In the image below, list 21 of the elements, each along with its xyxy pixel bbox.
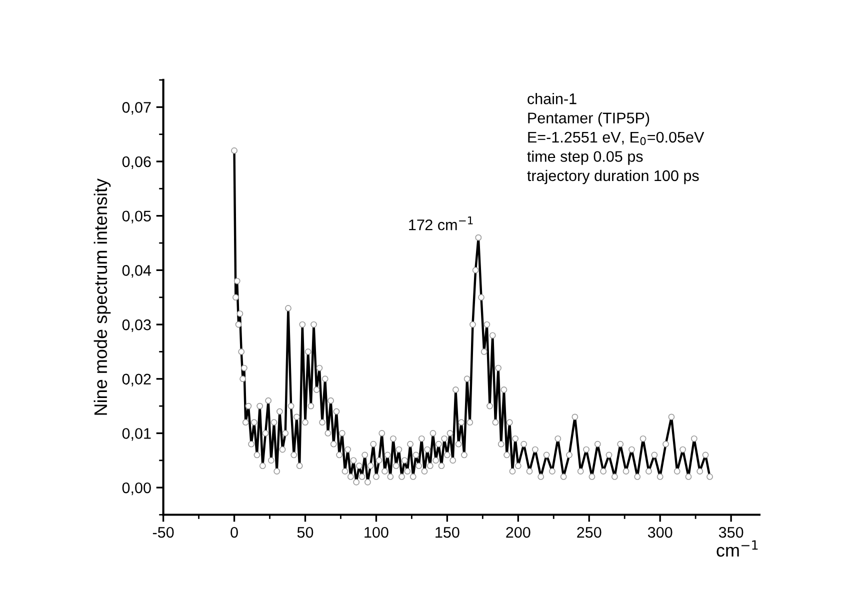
annotation: 172 cm$^{−1}$ — [409, 216, 473, 230]
x-tick-label: 300 — [648, 526, 672, 538]
y-tick-label: 0,00 — [122, 482, 151, 496]
y-tick-label: 0,05 — [122, 210, 151, 224]
y-tick-label: 0,06 — [122, 156, 151, 169]
annotation: chain-1 Pentamer (TIP5P) E=-1.2551 eV, E$_{0}$=0.05eV time step 0.05 ps trajectory duration 100 ps — [527, 92, 704, 184]
x-tick-label: 200 — [506, 526, 530, 538]
x-tick-label: -50 — [152, 526, 174, 538]
y-tick-label: 0,03 — [122, 319, 151, 332]
x-tick-label: 100 — [364, 526, 388, 538]
y-tick-label: 0,02 — [122, 374, 151, 386]
x-tick-label: 250 — [577, 526, 602, 538]
y-tick-label: 0,07 — [122, 102, 151, 115]
x-tick-label: 50 — [297, 526, 314, 538]
x-tick-label: 350 — [718, 526, 744, 538]
y-tick-label: 0,04 — [122, 265, 152, 278]
x-tick-label: 0 — [230, 526, 238, 538]
y-axis-title: Nine mode spectrum intensity — [94, 178, 111, 415]
x-tick-label: 150 — [436, 526, 460, 538]
y-tick-label: 0,01 — [122, 428, 151, 441]
x-axis-title: cm$^{−1}$ — [716, 540, 758, 557]
